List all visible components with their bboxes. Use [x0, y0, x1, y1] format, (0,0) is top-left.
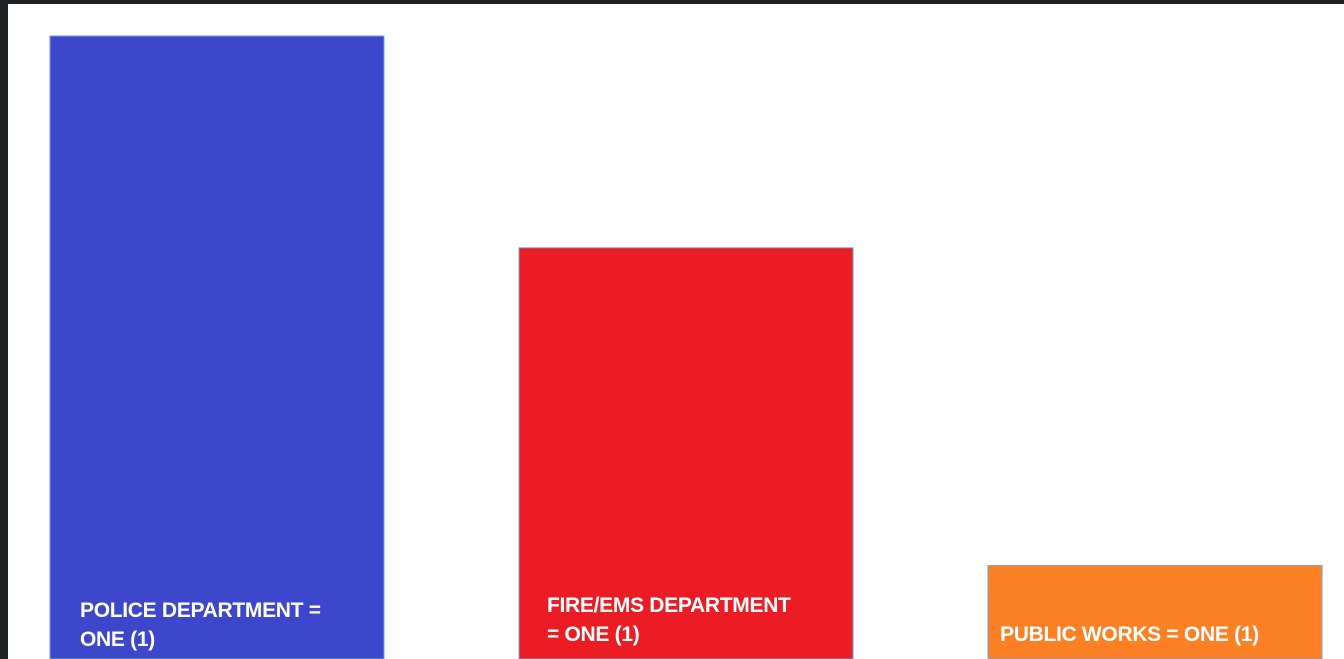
chart-area: POLICE DEPARTMENT = ONE (1) FIRE/EMS DEPAR…	[8, 4, 1344, 659]
bar-label-line: FIRE/EMS DEPARTMENT	[547, 594, 791, 617]
bar-3	[987, 565, 1323, 659]
bar-label-line: ONE (1)	[80, 628, 155, 651]
bar-2	[518, 247, 854, 659]
bar-label-2: FIRE/EMS DEPARTMENT = ONE (1)	[547, 591, 791, 649]
bar-label-line: POLICE DEPARTMENT =	[80, 599, 321, 622]
bar-label-1: POLICE DEPARTMENT = ONE (1)	[80, 596, 321, 654]
bar-label-3: PUBLIC WORKS = ONE (1)	[1000, 620, 1259, 649]
bar-1	[49, 35, 385, 659]
bar-chart	[49, 35, 1323, 659]
bar-label-line: PUBLIC WORKS = ONE (1)	[1000, 623, 1259, 646]
bar-label-line: = ONE (1)	[547, 623, 640, 646]
